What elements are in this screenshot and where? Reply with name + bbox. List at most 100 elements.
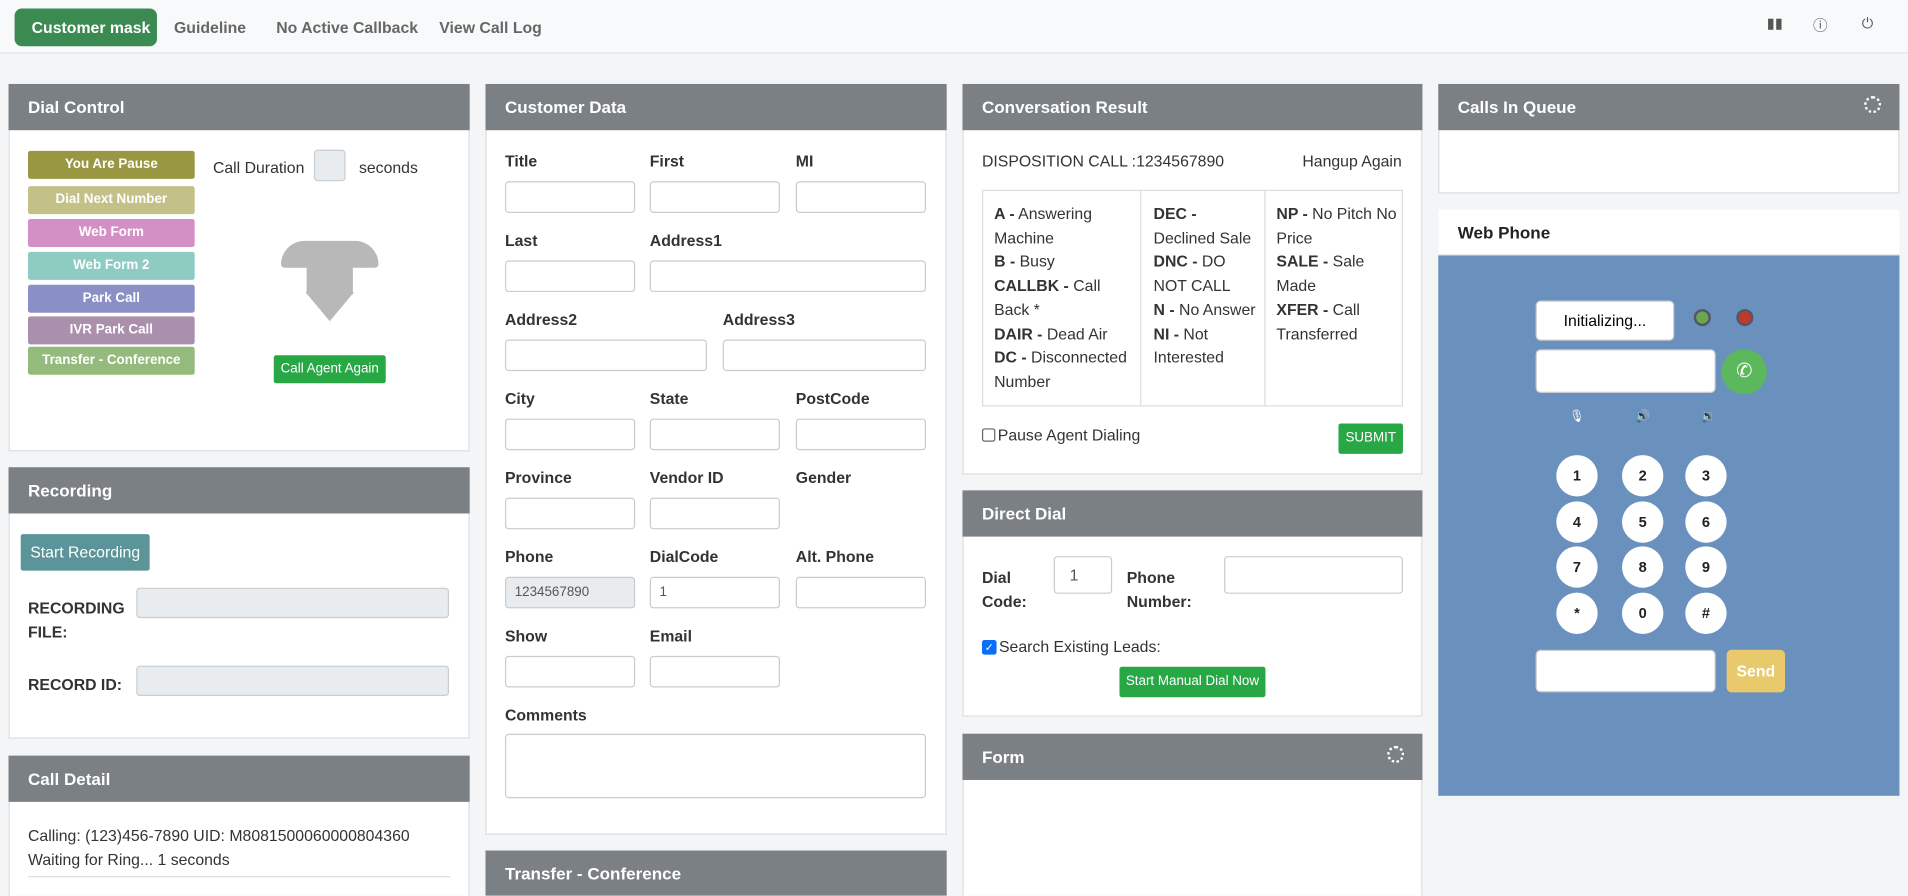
audio-control[interactable]: 🔊 — [1635, 410, 1651, 424]
keypad-key[interactable]: 5 — [1621, 501, 1664, 543]
description: Declined Sale — [1153, 228, 1252, 247]
pause-label: Pause Agent Dialing — [997, 425, 1141, 445]
message-input[interactable] — [1535, 649, 1716, 693]
disposition-label: DISPOSITION CALL :1234567890 — [981, 152, 1225, 171]
description: Call Back * — [994, 276, 1101, 319]
disposition-column: NP - No Pitch No Price SALE - Sale Made XF… — [1276, 202, 1398, 397]
phone-number-label: Phone Number: — [1126, 568, 1192, 611]
code: DC - — [994, 348, 1027, 367]
keypad-key[interactable]: 2 — [1621, 455, 1664, 497]
field-input[interactable]: 1234567890 — [504, 576, 636, 609]
field-label: Vendor ID — [649, 468, 724, 487]
start-recording[interactable]: Start Recording — [20, 534, 150, 571]
field-label: Alt. Phone — [795, 547, 875, 566]
field-input[interactable] — [795, 576, 926, 609]
direct-dial-header: Direct Dial — [962, 490, 1423, 537]
search-checkbox[interactable]: ✓ — [981, 640, 997, 655]
field-input[interactable] — [795, 418, 926, 451]
table-sep — [1264, 189, 1266, 407]
nav-tab[interactable]: Customer mask — [14, 8, 157, 47]
field-input[interactable] — [649, 655, 780, 688]
field-label: Show — [504, 626, 548, 645]
keypad-key[interactable]: 4 — [1556, 501, 1598, 543]
nav-icon[interactable]: ⓘ — [1813, 17, 1828, 35]
keypad-key[interactable]: # — [1685, 592, 1727, 634]
hangup-again[interactable]: Hangup Again — [1302, 152, 1402, 171]
field-input[interactable] — [649, 260, 926, 293]
manual-dial-button[interactable]: Start Manual Dial Now — [1119, 666, 1266, 698]
send-button[interactable]: Send — [1726, 649, 1786, 693]
disposition-option[interactable]: NP - No Pitch No Price — [1276, 202, 1398, 250]
call-detail-text: Calling: (123)456-7890 UID: M80815000600… — [27, 826, 419, 869]
code: A - — [994, 204, 1015, 223]
disposition-option[interactable]: DEC - Declined Sale — [1154, 202, 1256, 250]
dial-button[interactable]: You Are Pause — [27, 150, 195, 179]
field-input[interactable] — [649, 181, 780, 213]
nav-icon[interactable]: ▮▮ — [1766, 14, 1783, 32]
dial-button[interactable]: IVR Park Call — [27, 316, 195, 345]
field-input[interactable] — [504, 260, 636, 293]
code: SALE - — [1276, 252, 1329, 271]
field-input[interactable] — [504, 497, 636, 530]
disposition-option[interactable]: XFER - Call Transferred — [1276, 298, 1398, 346]
dial-button[interactable]: Web Form 2 — [27, 251, 195, 280]
dial-code-input[interactable]: 1 — [1053, 556, 1113, 594]
call-again-button[interactable]: Call Agent Again — [273, 355, 386, 384]
field-label: Address1 — [649, 231, 722, 250]
disposition-option[interactable]: CALLBK - Call Back * — [994, 274, 1130, 322]
field-input[interactable]: 1 — [649, 576, 780, 609]
audio-control[interactable]: 🎙 — [1569, 410, 1585, 424]
phone-number-input[interactable] — [1224, 556, 1403, 594]
disposition-option[interactable]: B - Busy — [994, 250, 1130, 274]
keypad-key[interactable]: 6 — [1685, 501, 1727, 543]
keypad-key[interactable]: * — [1556, 592, 1598, 634]
keypad-key[interactable]: 0 — [1621, 592, 1664, 634]
description: Not Interested — [1153, 324, 1224, 367]
nav-tab[interactable]: Guideline — [174, 18, 247, 37]
disposition-column: DEC - Declined Sale DNC - DO NOT CALL N - … — [1154, 202, 1256, 397]
audio-control[interactable]: 🔉 — [1700, 410, 1716, 424]
dial-button[interactable]: Park Call — [27, 284, 195, 313]
field-label: PostCode — [795, 389, 870, 408]
disposition-option[interactable]: SALE - Sale Made — [1276, 250, 1398, 298]
form-header: Form — [962, 733, 1423, 780]
submit-button[interactable]: SUBMIT — [1338, 423, 1403, 454]
field-input[interactable] — [504, 339, 707, 372]
record-id-label: RECORD ID: — [27, 675, 123, 694]
keypad-key[interactable]: 7 — [1556, 546, 1598, 588]
dial-input[interactable] — [1535, 349, 1716, 394]
keypad-key[interactable]: 8 — [1621, 546, 1664, 588]
disposition-option[interactable]: N - No Answer — [1154, 298, 1256, 322]
search-label: Search Existing Leads: — [998, 637, 1161, 656]
field-input[interactable] — [504, 418, 636, 451]
description: Disconnected Number — [994, 348, 1127, 391]
field-input[interactable] — [649, 418, 780, 451]
field-input[interactable] — [504, 655, 636, 688]
disposition-option[interactable]: NI - Not Interested — [1154, 322, 1256, 370]
field-input[interactable] — [649, 497, 780, 530]
comments-label: Comments — [504, 705, 587, 724]
field-input[interactable] — [722, 339, 926, 372]
call-button[interactable]: ✆ — [1721, 349, 1767, 395]
code: N - — [1153, 300, 1175, 319]
dial-button[interactable]: Transfer - Conference — [27, 346, 195, 375]
field-input[interactable] — [504, 181, 636, 213]
dial-button[interactable]: Dial Next Number — [27, 186, 195, 215]
disposition-option[interactable]: DNC - DO NOT CALL — [1154, 250, 1256, 298]
nav-tab[interactable]: No Active Callback — [276, 18, 419, 37]
nav-icon[interactable]: ⏻ — [1861, 14, 1874, 32]
dial-button[interactable]: Web Form — [27, 219, 195, 248]
field-input[interactable] — [795, 181, 926, 213]
disposition-option[interactable]: A - Answering Machine — [994, 202, 1130, 250]
table-sep — [1140, 189, 1142, 407]
pause-checkbox[interactable] — [981, 428, 996, 442]
field-label: MI — [795, 152, 814, 171]
nav-tab[interactable]: View Call Log — [439, 18, 542, 37]
keypad-key[interactable]: 3 — [1685, 455, 1727, 497]
keypad-key[interactable]: 1 — [1556, 455, 1598, 497]
comments-input[interactable] — [504, 733, 926, 799]
disposition-option[interactable]: DC - Disconnected Number — [994, 346, 1130, 394]
keypad-key[interactable]: 9 — [1685, 546, 1727, 588]
record-id-input — [136, 665, 449, 697]
disposition-option[interactable]: DAIR - Dead Air — [994, 322, 1130, 346]
